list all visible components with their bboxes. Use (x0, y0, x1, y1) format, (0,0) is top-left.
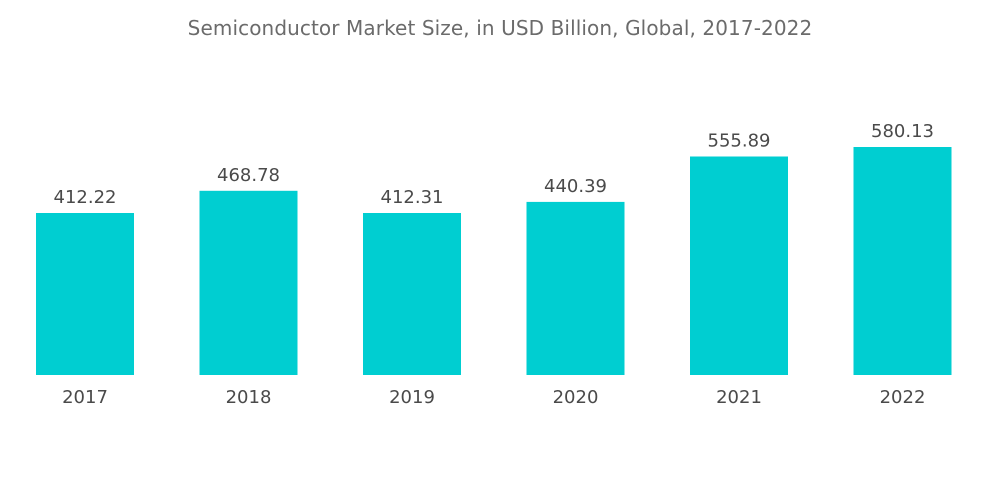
x-tick-label-2022: 2022 (880, 387, 926, 408)
x-tick-label-2021: 2021 (716, 387, 762, 408)
value-label-2018: 468.78 (217, 165, 280, 186)
chart-title: Semiconductor Market Size, in USD Billio… (187, 16, 813, 40)
value-label-2019: 412.31 (381, 187, 444, 208)
bar-2022 (853, 147, 952, 375)
value-label-2021: 555.89 (708, 131, 771, 152)
value-labels-group: 412.22 468.78 412.31 440.39 555.89 580.13 (54, 121, 934, 208)
x-tick-label-2019: 2019 (389, 387, 435, 408)
bars-group (36, 147, 952, 375)
x-tick-label-2020: 2020 (553, 387, 599, 408)
value-label-2020: 440.39 (544, 176, 607, 197)
x-tick-label-2018: 2018 (226, 387, 272, 408)
x-tick-label-2017: 2017 (62, 387, 108, 408)
bar-2020 (526, 201, 625, 375)
bar-2018 (199, 190, 298, 375)
bar-2017 (36, 213, 134, 375)
bar-2019 (363, 213, 461, 375)
value-label-2017: 412.22 (54, 187, 117, 208)
value-label-2022: 580.13 (871, 121, 934, 142)
x-axis-ticks-group: 2017 2018 2019 2020 2021 2022 (62, 387, 925, 408)
bar-2021 (690, 156, 788, 375)
